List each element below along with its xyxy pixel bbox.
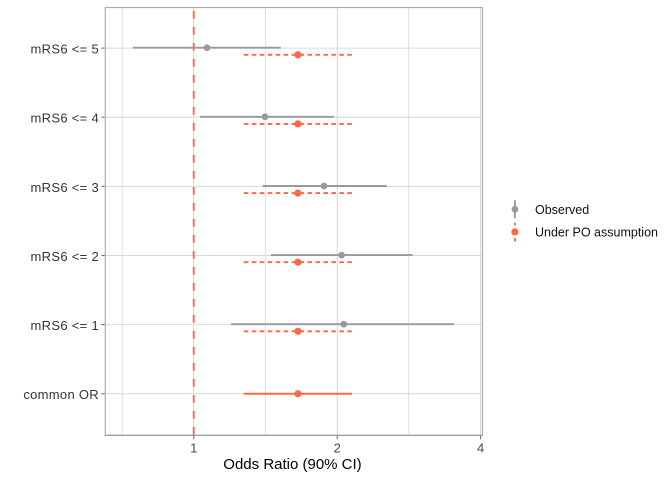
svg-text:4: 4 bbox=[477, 441, 484, 456]
svg-text:2: 2 bbox=[334, 441, 341, 456]
svg-text:1: 1 bbox=[190, 441, 197, 456]
svg-text:mRS6 <= 1: mRS6 <= 1 bbox=[31, 318, 99, 333]
svg-text:mRS6 <= 4: mRS6 <= 4 bbox=[31, 111, 99, 126]
svg-text:mRS6 <= 5: mRS6 <= 5 bbox=[31, 42, 99, 57]
svg-text:common OR: common OR bbox=[23, 387, 99, 402]
svg-text:mRS6 <= 3: mRS6 <= 3 bbox=[31, 180, 99, 195]
svg-text:Observed: Observed bbox=[535, 203, 589, 217]
svg-text:Under PO assumption: Under PO assumption bbox=[535, 225, 658, 239]
svg-text:mRS6 <= 2: mRS6 <= 2 bbox=[31, 249, 99, 264]
svg-text:Odds Ratio (90% CI): Odds Ratio (90% CI) bbox=[223, 456, 361, 473]
